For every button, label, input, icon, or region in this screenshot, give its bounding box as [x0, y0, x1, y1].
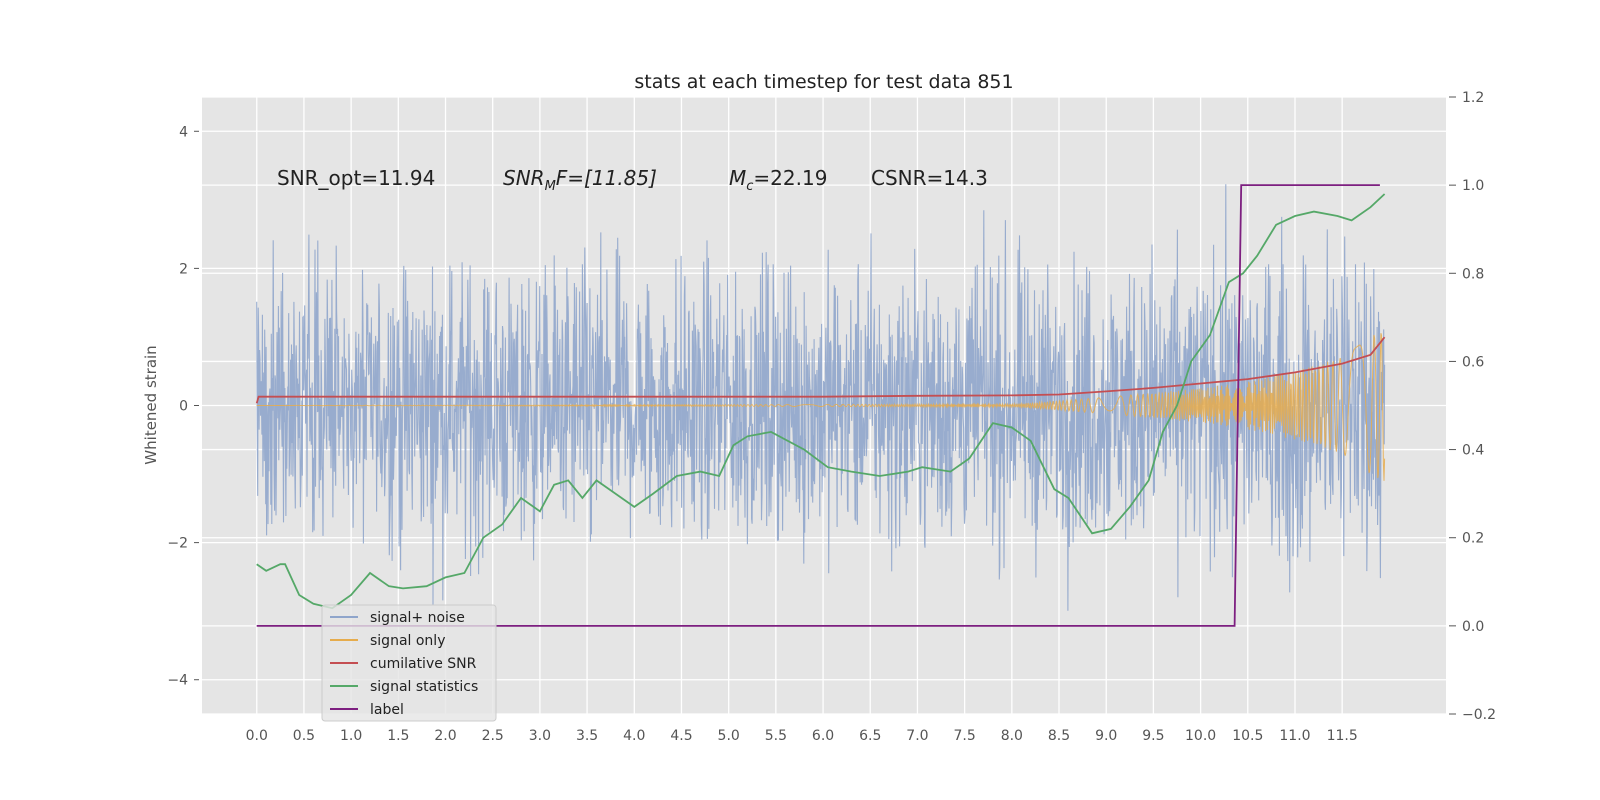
annotation-mc-main: M — [729, 166, 746, 190]
x-tick-label: 4.5 — [670, 728, 692, 744]
x-tick-label: 11.5 — [1327, 728, 1358, 744]
y-tick-label: 4 — [179, 124, 188, 140]
x-tick-label: 0.0 — [246, 728, 268, 744]
series-signal-statistics — [256, 193, 1386, 610]
x-tick-label: 5.5 — [765, 728, 787, 744]
legend: signal+ noise signal only cumilative SNR… — [321, 604, 497, 722]
y-tick-label: 2 — [179, 261, 188, 277]
x-tick-label: 3.5 — [576, 728, 598, 744]
y2-tick-label: 0.2 — [1462, 531, 1484, 547]
x-tick-label: 2.0 — [434, 728, 456, 744]
series-signal-only — [256, 333, 1386, 481]
annotation-snr-mf-sub: M — [545, 179, 556, 194]
y2-tick-label: 1.0 — [1462, 178, 1484, 194]
x-tick-label: 1.5 — [387, 728, 409, 744]
x-tick-label: 3.0 — [529, 728, 551, 744]
y2-tick-label: 0.8 — [1462, 266, 1484, 282]
y-tick-label: −4 — [167, 673, 188, 689]
x-tick-label: 9.0 — [1095, 728, 1117, 744]
series-cumulative-snr — [255, 336, 1386, 404]
x-tick-label: 5.0 — [718, 728, 740, 744]
annotation-snr-mf-main: SNR — [503, 166, 545, 190]
legend-box — [321, 604, 497, 722]
annotation-mc-rest: =22.19 — [753, 166, 827, 190]
annotation-mc-sub: c — [746, 179, 753, 194]
series-layer — [255, 184, 1386, 627]
y2-tick-label: −0.2 — [1462, 707, 1496, 723]
legend-label-signal-noise: signal+ noise — [370, 610, 465, 626]
legend-label-signal-statistics: signal statistics — [370, 679, 478, 695]
y2-tick-label: 0.4 — [1462, 443, 1484, 459]
y-tick-label: −2 — [167, 536, 188, 552]
x-tick-label: 1.0 — [340, 728, 362, 744]
x-tick-label: 6.5 — [859, 728, 881, 744]
annotation-snr-mf: SNRMF=[11.85] — [503, 166, 657, 194]
series-signal-noise — [256, 184, 1386, 611]
y2-tick-label: 0.6 — [1462, 354, 1484, 370]
chart-title: stats at each timestep for test data 851 — [634, 71, 1013, 93]
annotation-mc: Mc=22.19 — [729, 166, 827, 194]
axes-layer: 0.0 0.5 1.0 1.5 2.0 2.5 3.0 3.5 4.0 4.5 5.0 5.5 6.0 6… — [167, 90, 1496, 744]
x-tick-label: 6.0 — [812, 728, 834, 744]
y2-tick-label: 1.2 — [1462, 90, 1484, 106]
x-tick-label: 2.5 — [482, 728, 504, 744]
annotations: SNR_opt=11.94 SNRMF=[11.85] Mc=22.19 CSN… — [277, 166, 988, 194]
y-tick-label: 0 — [179, 399, 188, 415]
x-tick-label: 8.0 — [1001, 728, 1023, 744]
x-tick-label: 10.5 — [1232, 728, 1263, 744]
x-tick-label: 8.5 — [1048, 728, 1070, 744]
annotation-csnr: CSNR=14.3 — [871, 166, 988, 190]
x-tick-label: 7.0 — [906, 728, 928, 744]
legend-label-cumulative-snr: cumilative SNR — [370, 656, 477, 672]
annotation-snr-mf-rest: F=[11.85] — [556, 166, 657, 190]
y2-tick-label: 0.0 — [1462, 619, 1484, 635]
x-tick-label: 7.5 — [954, 728, 976, 744]
y-axis-label: Whitened strain — [142, 345, 160, 464]
x-tick-label: 9.5 — [1142, 728, 1164, 744]
series-label — [256, 184, 1380, 627]
x-tick-label: 10.0 — [1185, 728, 1216, 744]
legend-label-signal-only: signal only — [370, 633, 445, 649]
x-tick-label: 0.5 — [293, 728, 315, 744]
x-tick-label: 11.0 — [1279, 728, 1310, 744]
annotation-snr-opt: SNR_opt=11.94 — [277, 166, 435, 190]
x-tick-label: 4.0 — [623, 728, 645, 744]
legend-label-label: label — [370, 702, 404, 718]
